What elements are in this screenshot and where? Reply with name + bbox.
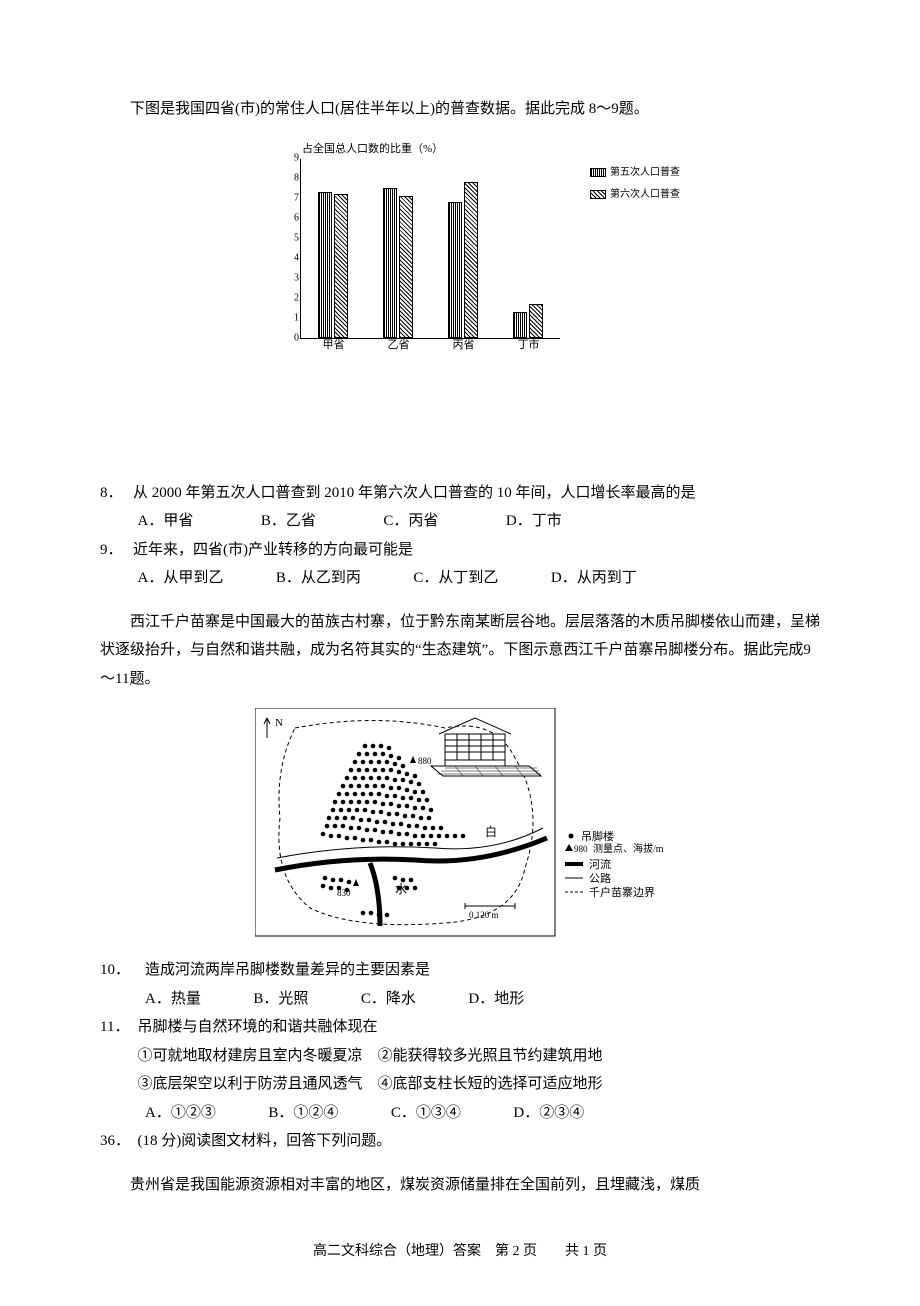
q10-options: A．热量 B．光照 C．降水 D．地形 xyxy=(100,985,820,1014)
q11-stmt-1: ①可就地取材建房且室内冬暖夏凉 ②能获得较多光照且节约建筑用地 xyxy=(100,1042,820,1071)
svg-text:830: 830 xyxy=(337,888,351,898)
chart-plot-area: 0123456789甲省乙省丙省丁市 xyxy=(300,159,560,339)
q11-stmt-2: ③底层架空以利于防涝且通风透气 ④底部支柱长短的选择可适应地形 xyxy=(100,1070,820,1099)
q10-stem: 10． 造成河流两岸吊脚楼数量差异的主要因素是 xyxy=(100,956,820,985)
q9-opt-d[interactable]: D．从丙到丁 xyxy=(551,564,637,593)
svg-text:河流: 河流 xyxy=(589,857,611,871)
legend-label-0: 第五次人口普查 xyxy=(610,163,680,182)
chart-legend: 第五次人口普查 第六次人口普查 xyxy=(590,163,680,207)
legend-swatch-0 xyxy=(590,168,606,177)
chart-ytitle: 占全国总人口数的比重（%） xyxy=(302,139,443,160)
svg-text:千户苗寨边界: 千户苗寨边界 xyxy=(589,885,655,899)
q10-num: 10． xyxy=(100,956,145,985)
river-label-1: 白 xyxy=(485,824,497,839)
q9-opt-a[interactable]: A．从甲到乙 xyxy=(138,564,224,593)
q9-opt-c[interactable]: C．从丁到乙 xyxy=(413,564,498,593)
legend-swatch-1 xyxy=(590,190,606,199)
dot-cluster xyxy=(321,744,466,847)
q8-stem: 8． 从 2000 年第五次人口普查到 2010 年第六次人口普查的 10 年间… xyxy=(100,479,820,508)
q9-stem: 9． 近年来，四省(市)产业转移的方向最可能是 xyxy=(100,536,820,565)
svg-text:吊脚楼: 吊脚楼 xyxy=(581,829,614,843)
q11-opt-c[interactable]: C．①③④ xyxy=(391,1099,461,1128)
map-svg: N 白 水 xyxy=(255,708,665,938)
q10-opt-d[interactable]: D．地形 xyxy=(468,985,524,1014)
dot-cluster-south xyxy=(321,876,418,918)
q10-opt-c[interactable]: C．降水 xyxy=(361,985,416,1014)
q9-num: 9． xyxy=(100,536,133,565)
q9-options: A．从甲到乙 B．从乙到丙 C．从丁到乙 D．从丙到丁 xyxy=(100,564,820,593)
svg-text:880: 880 xyxy=(418,756,432,766)
page-footer: 高二文科综合（地理）答案 第 2 页 共 1 页 xyxy=(100,1239,820,1266)
q9-text: 近年来，四省(市)产业转移的方向最可能是 xyxy=(133,536,413,565)
q8-opt-a[interactable]: A．甲省 xyxy=(138,507,194,536)
q10-text: 造成河流两岸吊脚楼数量差异的主要因素是 xyxy=(145,956,430,985)
q11-text: 吊脚楼与自然环境的和谐共融体现在 xyxy=(138,1013,378,1042)
q8-opt-b[interactable]: B．乙省 xyxy=(261,507,316,536)
map-figure: N 白 水 xyxy=(100,708,820,938)
q36-num: 36． xyxy=(100,1127,138,1156)
q36-stem: 36． (18 分)阅读图文材料，回答下列问题。 xyxy=(100,1127,820,1156)
passage-2: 西江千户苗寨是中国最大的苗族古村寨，位于黔东南某断层谷地。层层落落的木质吊脚楼依… xyxy=(100,608,820,694)
q8-opt-c[interactable]: C．丙省 xyxy=(383,507,438,536)
q8-options: A．甲省 B．乙省 C．丙省 D．丁市 xyxy=(100,507,820,536)
legend-label-1: 第六次人口普查 xyxy=(610,185,680,204)
svg-text:980: 980 xyxy=(574,844,588,854)
q11-opt-b[interactable]: B．①②④ xyxy=(268,1099,338,1128)
svg-text:测量点、海拔/m: 测量点、海拔/m xyxy=(593,842,664,855)
q9-opt-b[interactable]: B．从乙到丙 xyxy=(276,564,361,593)
svg-text:0 120 m: 0 120 m xyxy=(469,910,499,920)
north-label: N xyxy=(275,717,283,729)
chart-figure: 占全国总人口数的比重（%） 0123456789甲省乙省丙省丁市 第五次人口普查… xyxy=(100,139,820,369)
q11-opt-d[interactable]: D．②③④ xyxy=(513,1099,584,1128)
q8-num: 8． xyxy=(100,479,133,508)
svg-text:公路: 公路 xyxy=(589,872,611,885)
intro-text: 下图是我国四省(市)的常住人口(居住半年以上)的普查数据。据此完成 8～9题。 xyxy=(100,95,820,124)
q11-num: 11． xyxy=(100,1013,138,1042)
q8-opt-d[interactable]: D．丁市 xyxy=(506,507,562,536)
q11-opt-a[interactable]: A．①②③ xyxy=(145,1099,216,1128)
q10-opt-b[interactable]: B．光照 xyxy=(253,985,308,1014)
q36-text: (18 分)阅读图文材料，回答下列问题。 xyxy=(138,1127,392,1156)
q10-opt-a[interactable]: A．热量 xyxy=(145,985,201,1014)
q11-stem: 11． 吊脚楼与自然环境的和谐共融体现在 xyxy=(100,1013,820,1042)
q36-body: 贵州省是我国能源资源相对丰富的地区，煤炭资源储量排在全国前列，且埋藏浅，煤质 xyxy=(100,1171,820,1200)
q11-options: A．①②③ B．①②④ C．①③④ D．②③④ xyxy=(100,1099,820,1128)
q8-text: 从 2000 年第五次人口普查到 2010 年第六次人口普查的 10 年间，人口… xyxy=(133,479,696,508)
